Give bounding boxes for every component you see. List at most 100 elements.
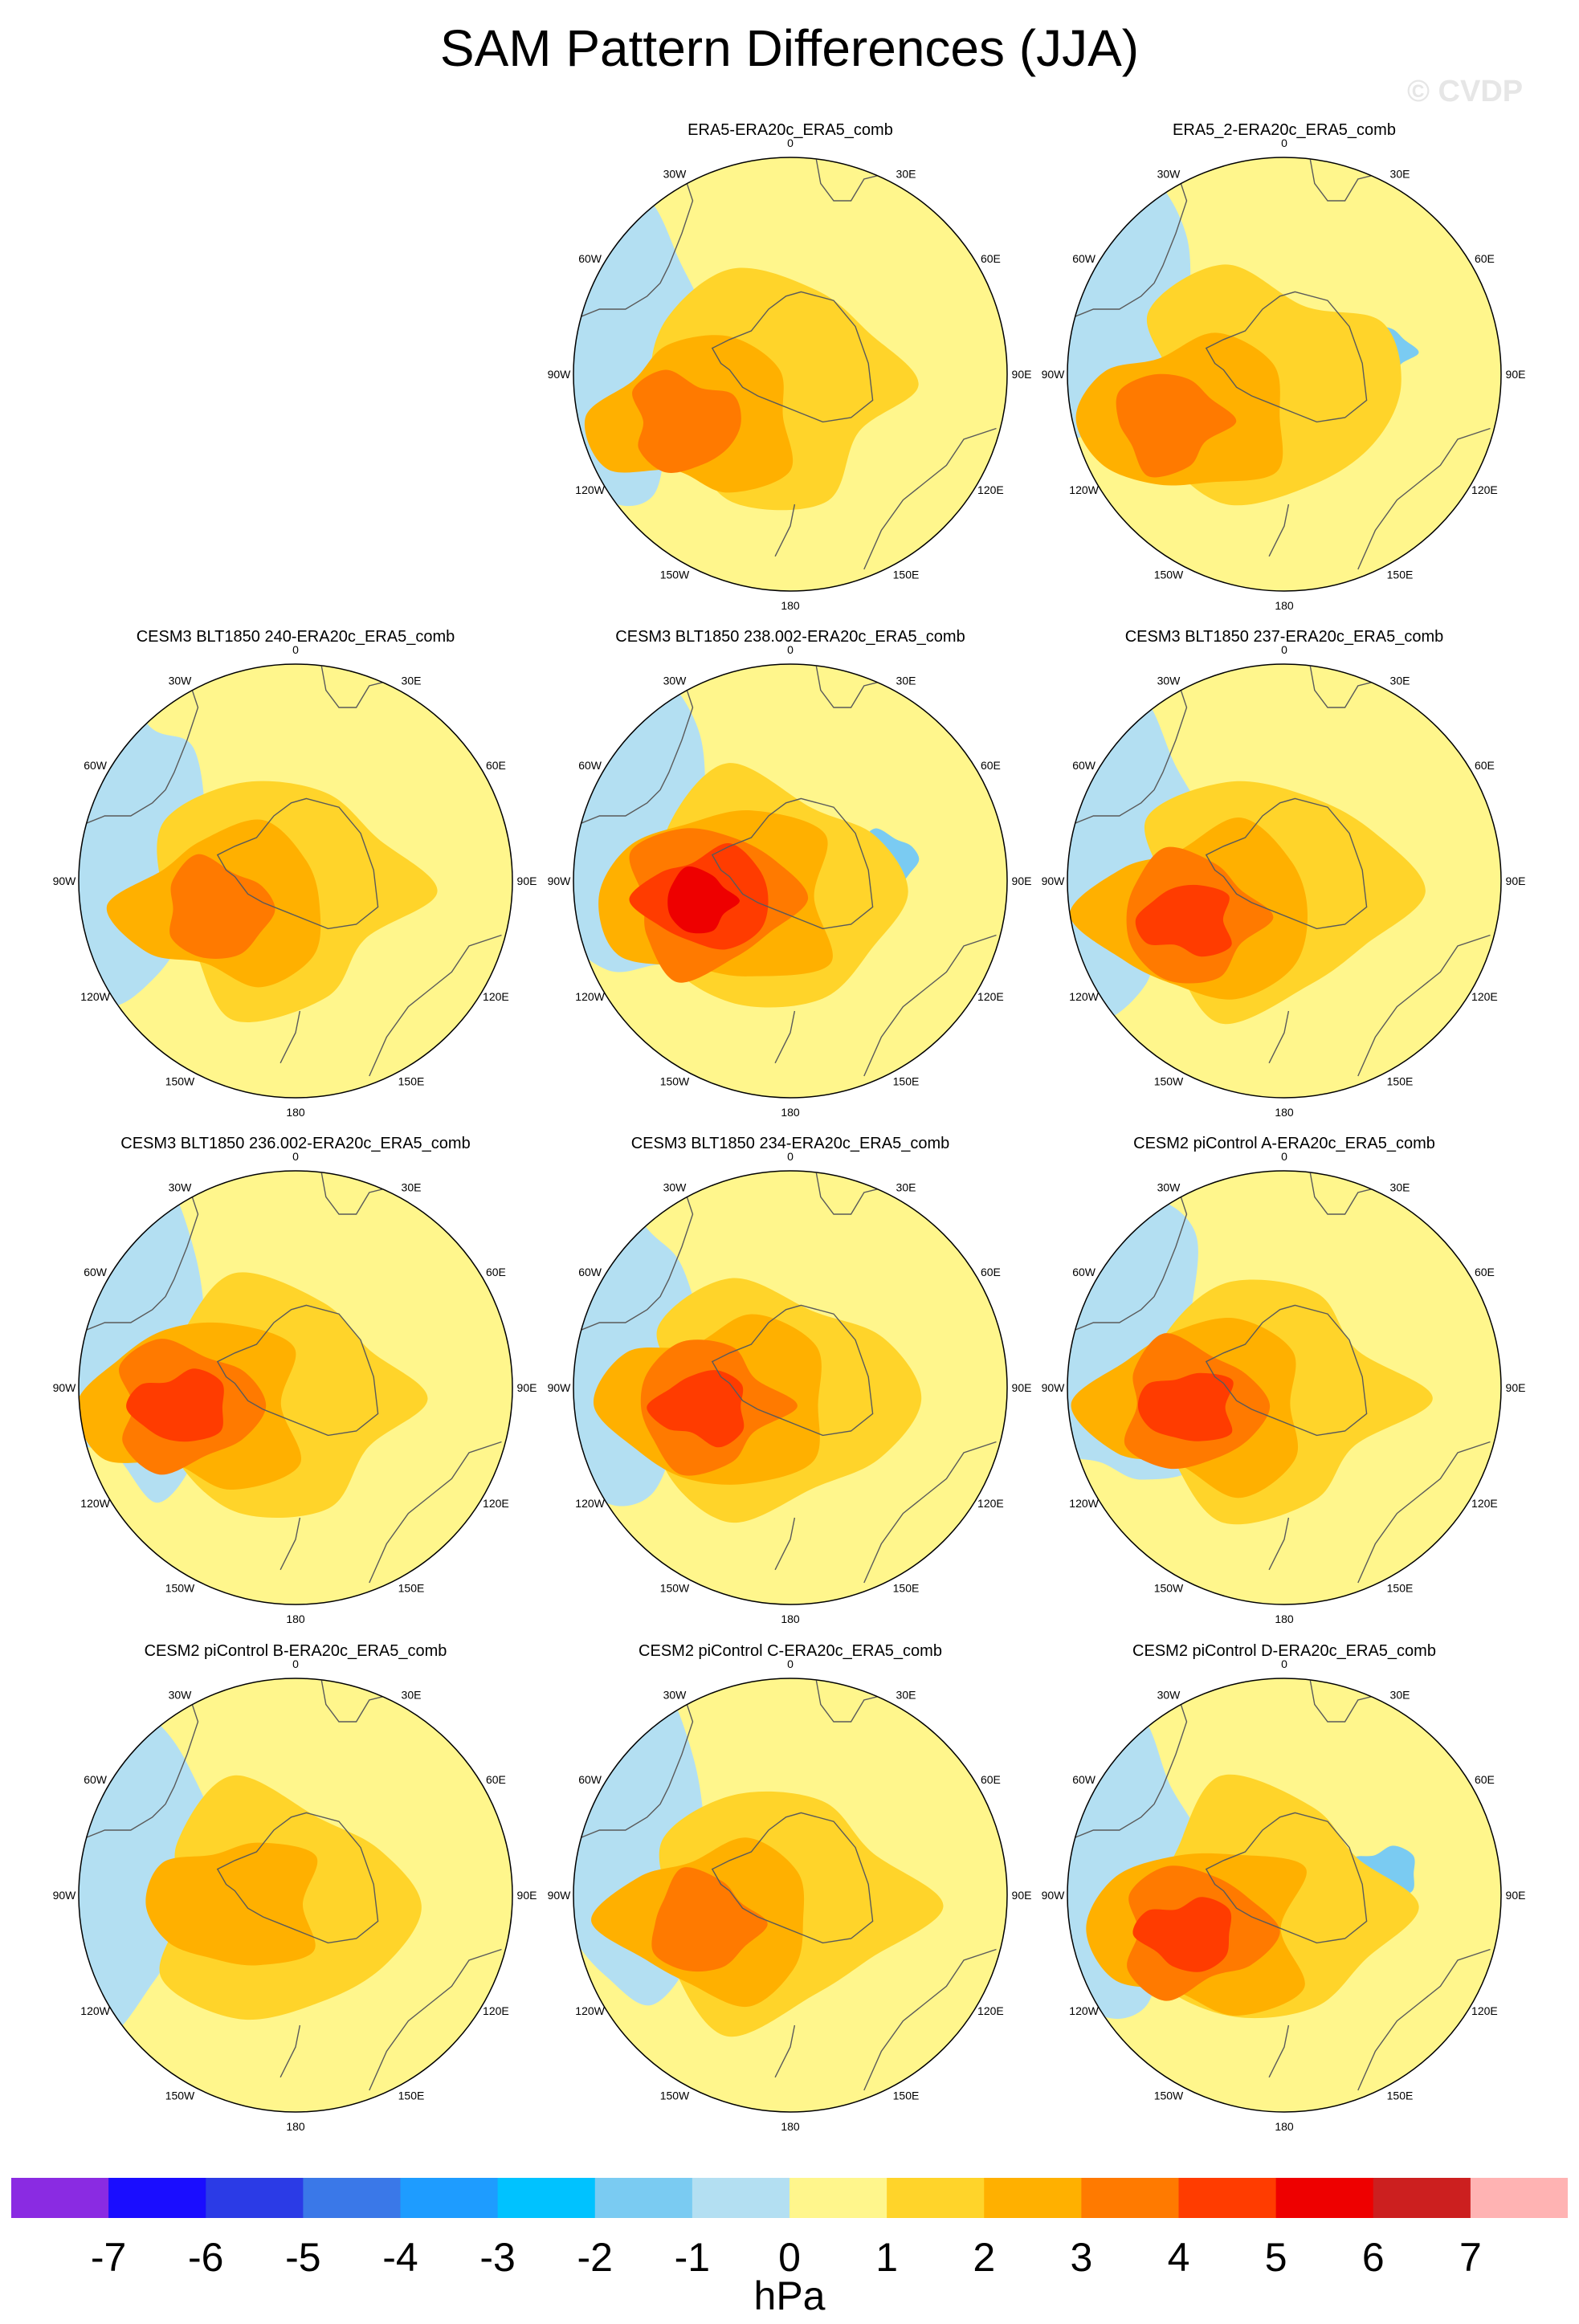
new-zealand-outline [279,1010,301,1064]
panel-title: CESM3 BLT1850 234-ERA20c_ERA5_comb [630,1135,950,1152]
south-america-outline [1071,1181,1188,1332]
longitude-label: 60W [1072,759,1096,772]
longitude-label: 0 [1281,643,1287,656]
longitude-label: 0 [787,643,794,656]
australia-outline [863,1948,997,2091]
australia-outline [369,1948,502,2091]
antarctica-outline [1205,1812,1368,1944]
map-border [1067,157,1502,592]
longitude-label: 150W [1154,568,1184,581]
longitude-label: 180 [1275,1106,1294,1119]
longitude-label: 120W [575,483,605,496]
positive-anomaly-level-4 [647,1370,745,1448]
longitude-label: 0 [1281,1150,1287,1163]
longitude-label: 30W [1157,675,1181,687]
longitude-label: 90E [1012,1381,1032,1394]
positive-anomaly-level-3 [1116,373,1237,478]
south-america-outline [83,1689,199,1840]
colorbar-tick-label: -2 [577,2235,613,2280]
longitude-label: 120W [80,990,110,1003]
longitude-label: 150E [398,1074,425,1087]
longitude-label: 150E [893,568,920,581]
longitude-label: 150E [893,1581,920,1594]
positive-anomaly-level-5 [667,866,740,934]
longitude-label: 180 [781,1613,800,1625]
longitude-label: 120E [1471,1497,1498,1510]
colorbar-segment [206,2178,304,2218]
antarctica-outline [711,291,874,423]
colorbar-segment [400,2178,499,2218]
colorbar-tick-label: 5 [1264,2235,1287,2280]
map-border [78,1678,513,2113]
australia-outline [1357,427,1491,570]
south-america-outline [577,1689,694,1840]
longitude-label: 60E [981,252,1001,265]
longitude-label: 120E [483,2004,509,2017]
longitude-label: 60E [1475,1266,1495,1278]
longitude-label: 120W [575,1497,605,1510]
antarctica-outline [216,1304,379,1437]
africa-outline [815,1172,882,1215]
longitude-label: 150E [893,1074,920,1087]
longitude-label: 30E [896,168,916,181]
africa-outline [320,1680,387,1723]
longitude-label: 90W [1042,1889,1066,1902]
antarctica-outline [1205,797,1368,930]
longitude-label: 120E [1471,2004,1498,2017]
longitude-label: 150W [660,1581,690,1594]
longitude-label: 90E [517,1381,537,1394]
longitude-label: 30W [663,675,687,687]
antarctica-outline [216,1812,379,1944]
longitude-label: 90W [53,1381,77,1394]
africa-outline [815,1680,882,1723]
longitude-label: 150E [398,2089,425,2102]
longitude-label: 120W [80,1497,110,1510]
longitude-label: 0 [787,137,794,149]
colorbar-tick-label: 4 [1167,2235,1190,2280]
polar-map: 0 30E 60E 90E 120E 150E 180 150W 120W 90W 60W 30W [548,1150,1032,1625]
longitude-label: 150W [1154,2089,1184,2102]
longitude-label: 30W [1157,168,1181,181]
colorbar-segment [1470,2178,1568,2218]
longitude-label: 90W [1042,875,1066,887]
longitude-label: 30E [402,1181,422,1194]
longitude-label: 150E [1387,1581,1414,1594]
longitude-label: 30W [169,1689,193,1702]
positive-anomaly-level-4 [1137,1372,1234,1441]
new-zealand-outline [1268,1010,1290,1064]
panel-title: CESM2 piControl A-ERA20c_ERA5_comb [1133,1135,1435,1152]
colorbar-tick-label: 0 [778,2235,801,2280]
longitude-label: 90E [1012,368,1032,381]
longitude-label: 60W [578,1266,602,1278]
longitude-label: 150W [165,2089,195,2102]
polar-map: 0 30E 60E 90E 120E 150E 180 150W 120W 90W 60W 30W [548,643,1032,1119]
polar-map: 0 30E 60E 90E 120E 150E 180 150W 120W 90W 60W 30W [1042,1150,1526,1625]
longitude-label: 150W [1154,1074,1184,1087]
longitude-label: 120W [575,990,605,1003]
longitude-label: 60E [1475,759,1495,772]
longitude-label: 90W [53,1889,77,1902]
south-america-outline [577,1181,694,1332]
africa-outline [1309,159,1376,202]
longitude-label: 90E [1506,1889,1526,1902]
longitude-label: 60W [578,252,602,265]
antarctica-outline [216,797,379,930]
watermark: © CVDP [1407,75,1524,108]
australia-outline [863,427,997,570]
longitude-label: 30W [1157,1689,1181,1702]
longitude-label: 90W [53,875,77,887]
africa-outline [815,159,882,202]
panel-title: ERA5-ERA20c_ERA5_comb [687,121,893,139]
longitude-label: 30E [896,675,916,687]
longitude-label: 60E [1475,252,1495,265]
polar-map: 0 30E 60E 90E 120E 150E 180 150W 120W 90W 60W 30W [53,643,537,1119]
colorbar-segment [108,2178,206,2218]
longitude-label: 30E [896,1181,916,1194]
longitude-label: 180 [286,1106,305,1119]
longitude-label: 120E [483,990,509,1003]
longitude-label: 120E [977,1497,1004,1510]
longitude-label: 90W [548,368,572,381]
colorbar-units: hPa [753,2273,826,2318]
longitude-label: 150E [1387,2089,1414,2102]
longitude-label: 120E [1471,990,1498,1003]
